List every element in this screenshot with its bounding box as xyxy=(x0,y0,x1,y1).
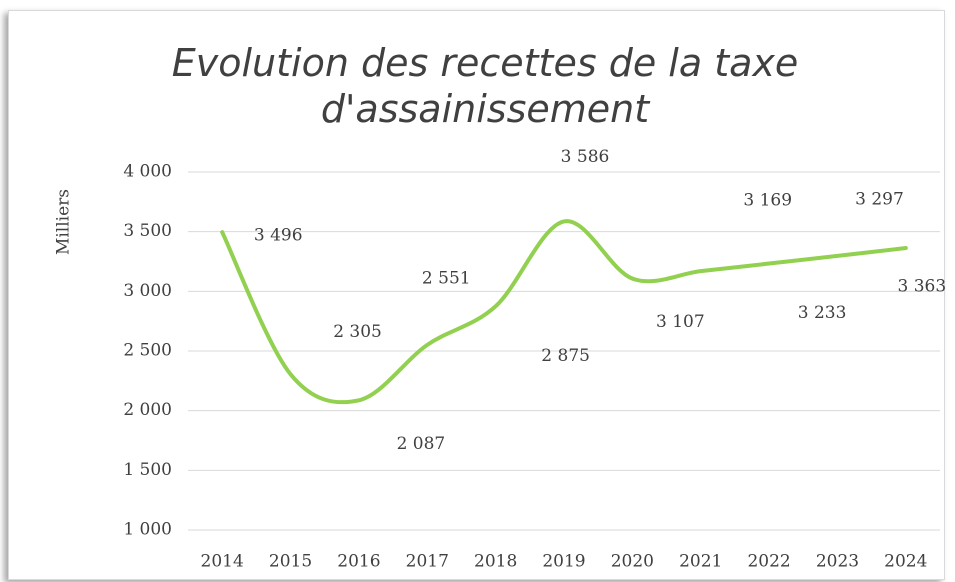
y-tick-label: 1 000 xyxy=(123,520,172,540)
x-tick-label: 2022 xyxy=(747,552,790,572)
x-tick-label: 2016 xyxy=(337,552,380,572)
x-tick-label: 2023 xyxy=(816,552,859,572)
x-tick-label: 2017 xyxy=(406,552,449,572)
y-tick-label: 3 000 xyxy=(123,281,172,301)
x-tick-label: 2015 xyxy=(269,552,312,572)
x-tick-label: 2021 xyxy=(679,552,722,572)
data-label: 2 551 xyxy=(422,268,471,288)
y-axis-label: Milliers xyxy=(54,189,74,255)
y-tick-label: 3 500 xyxy=(123,221,172,241)
x-tick-label: 2018 xyxy=(474,552,517,572)
line xyxy=(220,219,908,405)
chart-title: Evolution des recettes de la taxe d'assa… xyxy=(171,41,799,131)
x-tick-label: 2019 xyxy=(542,552,585,572)
y-tick-label: 1 500 xyxy=(123,460,172,480)
data-label: 3 586 xyxy=(561,147,610,167)
data-label: 2 087 xyxy=(397,434,446,454)
data-label: 3 107 xyxy=(656,312,705,332)
data-label: 3 169 xyxy=(743,191,792,211)
y-tick-label: 2 000 xyxy=(123,400,172,420)
data-label: 3 233 xyxy=(798,303,847,323)
y-tick-label: 4 000 xyxy=(123,162,172,182)
data-label: 3 363 xyxy=(897,277,946,297)
chart-frame xyxy=(8,10,945,580)
x-tick-label: 2020 xyxy=(611,552,654,572)
data-label: 3 496 xyxy=(254,226,303,246)
data-label: 2 875 xyxy=(541,346,590,366)
data-label: 2 305 xyxy=(333,322,382,342)
data-label: 3 297 xyxy=(855,189,904,209)
x-tick-label: 2024 xyxy=(884,552,927,572)
y-tick-label: 2 500 xyxy=(123,341,172,361)
x-tick-label: 2014 xyxy=(201,552,244,572)
